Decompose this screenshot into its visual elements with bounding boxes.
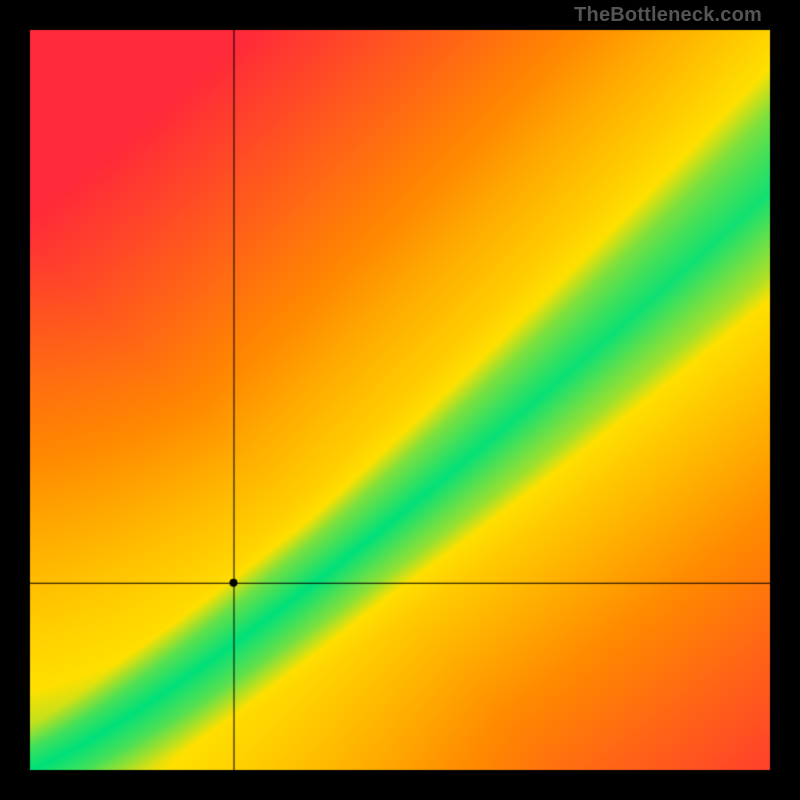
bottleneck-heatmap (0, 0, 800, 800)
watermark-text: TheBottleneck.com (574, 4, 762, 27)
